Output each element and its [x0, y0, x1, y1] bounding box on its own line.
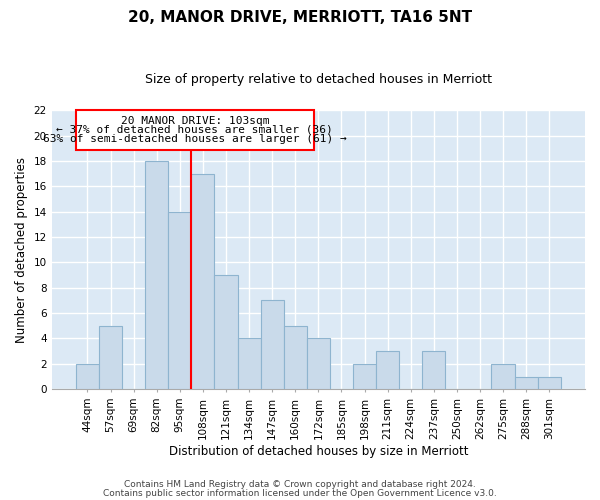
Bar: [99, 326, 122, 389]
Bar: [353, 364, 376, 389]
Bar: [145, 161, 168, 389]
Bar: [491, 364, 515, 389]
Y-axis label: Number of detached properties: Number of detached properties: [15, 156, 28, 342]
Bar: [284, 326, 307, 389]
Bar: [214, 275, 238, 389]
Bar: [422, 351, 445, 389]
Bar: [168, 212, 191, 389]
Text: ← 37% of detached houses are smaller (36): ← 37% of detached houses are smaller (36…: [56, 125, 333, 135]
Bar: [376, 351, 399, 389]
Title: Size of property relative to detached houses in Merriott: Size of property relative to detached ho…: [145, 72, 492, 86]
Text: 63% of semi-detached houses are larger (61) →: 63% of semi-detached houses are larger (…: [43, 134, 347, 144]
Text: 20, MANOR DRIVE, MERRIOTT, TA16 5NT: 20, MANOR DRIVE, MERRIOTT, TA16 5NT: [128, 10, 472, 25]
Bar: [191, 174, 214, 389]
Bar: [538, 376, 561, 389]
Bar: [238, 338, 260, 389]
Text: Contains HM Land Registry data © Crown copyright and database right 2024.: Contains HM Land Registry data © Crown c…: [124, 480, 476, 489]
Bar: [76, 110, 314, 150]
Text: Contains public sector information licensed under the Open Government Licence v3: Contains public sector information licen…: [103, 488, 497, 498]
X-axis label: Distribution of detached houses by size in Merriott: Distribution of detached houses by size …: [169, 444, 468, 458]
Bar: [260, 300, 284, 389]
Text: 20 MANOR DRIVE: 103sqm: 20 MANOR DRIVE: 103sqm: [121, 116, 269, 126]
Bar: [307, 338, 330, 389]
Bar: [76, 364, 99, 389]
Bar: [515, 376, 538, 389]
